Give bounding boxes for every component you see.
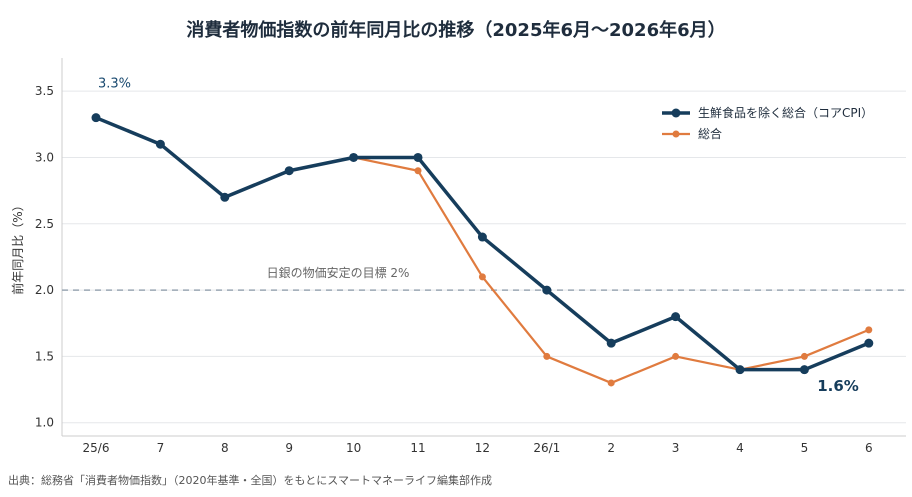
data-point-total	[800, 352, 808, 360]
y-tick-label: 2.5	[35, 217, 54, 231]
data-point-total	[672, 352, 680, 360]
data-point-core	[155, 139, 165, 149]
data-point-core	[477, 232, 487, 242]
data-point-total	[478, 273, 486, 281]
series-line-core	[94, 115, 871, 372]
data-point-core	[284, 166, 294, 176]
legend-label-total: 総合	[698, 126, 722, 141]
data-point-total	[607, 379, 615, 387]
source-note: 出典：総務省「消費者物価指数」（2020年基準・全国）をもとにスマートマネーライ…	[8, 474, 492, 487]
data-point-core	[671, 312, 681, 322]
data-point-core	[606, 338, 616, 348]
series-group	[91, 113, 874, 387]
x-tick-label: 7	[157, 441, 165, 455]
reference-line-group: 日銀の物価安定の目標 2%	[62, 265, 906, 291]
data-point-core	[542, 285, 552, 295]
annotation-end-value: 1.6%	[817, 377, 859, 395]
y-tick-label: 2.0	[35, 283, 54, 297]
data-point-core	[91, 113, 101, 123]
data-point-core	[220, 192, 230, 202]
x-axis: 25/6 7 8 9 10 11 12 26/1 2 3 4 5 6	[62, 435, 906, 455]
data-point-total	[543, 352, 551, 360]
x-tick-label: 2	[607, 441, 615, 455]
data-point-core	[864, 338, 874, 348]
chart-title: 消費者物価指数の前年同月比の推移（2025年6月〜2026年6月）	[186, 20, 726, 41]
data-point-core	[413, 152, 423, 162]
x-tick-label: 9	[285, 441, 293, 455]
data-point-total	[414, 167, 422, 175]
legend: 生鮮食品を除く総合（コアCPI） 総合	[662, 105, 873, 141]
x-tick-label: 5	[801, 441, 809, 455]
y-axis: 1.0 1.5 2.0 2.5 3.0 3.5 前年同月比（%）	[10, 58, 63, 436]
y-tick-label: 3.0	[35, 150, 54, 164]
x-tick-label: 10	[346, 441, 361, 455]
y-tick-label: 1.0	[35, 416, 54, 430]
data-point-core	[799, 365, 809, 375]
annotation-start-value: 3.3%	[98, 77, 131, 92]
annotations: 3.3% 1.6%	[98, 77, 859, 395]
reference-line-label: 日銀の物価安定の目標 2%	[267, 265, 410, 280]
legend-marker-total	[672, 130, 680, 138]
x-tick-label: 8	[221, 441, 229, 455]
x-tick-label: 3	[672, 441, 680, 455]
x-tick-label: 11	[410, 441, 425, 455]
x-tick-label: 12	[475, 441, 490, 455]
x-tick-label: 6	[865, 441, 873, 455]
y-tick-label: 3.5	[35, 84, 54, 98]
data-point-core	[349, 152, 359, 162]
legend-marker-core	[671, 108, 681, 118]
legend-label-core: 生鮮食品を除く総合（コアCPI）	[698, 105, 873, 120]
y-axis-label: 前年同月比（%）	[10, 199, 25, 294]
grid-lines	[62, 90, 906, 424]
x-tick-label: 25/6	[83, 441, 110, 455]
x-tick-label: 4	[736, 441, 744, 455]
data-point-core	[735, 365, 745, 375]
y-tick-label: 1.5	[35, 349, 54, 363]
x-tick-label: 26/1	[533, 441, 560, 455]
data-point-total	[865, 326, 873, 334]
